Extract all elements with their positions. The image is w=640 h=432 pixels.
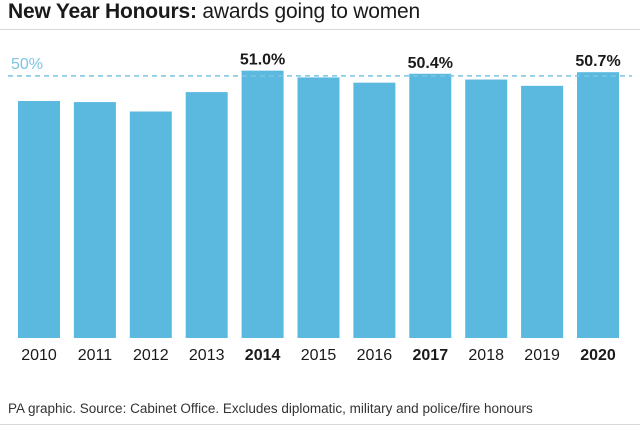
source-note: PA graphic. Source: Cabinet Office. Excl… [8,401,533,416]
bar-2012 [129,111,172,339]
x-tick-label-2014: 2014 [245,347,281,364]
x-tick-label-2011: 2011 [78,347,113,364]
x-tick-label-2012: 2012 [133,347,169,364]
chart-title-rest: awards going to women [196,0,421,23]
bar-2011 [73,102,116,338]
x-tick-label-2020: 2020 [580,347,616,364]
footer-divider [0,424,640,425]
title-divider [0,29,640,30]
x-tick-label-2013: 2013 [189,347,225,364]
data-label-2014: 51.0% [240,52,285,69]
data-label-2017: 50.4% [408,55,453,72]
bar-2017 [409,73,452,338]
bar-2014 [241,70,284,338]
chart-title: New Year Honours: awards going to women [8,0,420,24]
data-label-2020: 50.7% [575,53,620,70]
x-tick-label-2016: 2016 [357,347,393,364]
x-tick-label-2019: 2019 [524,347,560,364]
x-tick-label-2017: 2017 [413,347,449,364]
bar-2010 [18,101,60,338]
bar-chart: 50% 51.0% 50.4% 50.7% 2010 2011 2012 2013 2014… [8,52,632,364]
x-axis-tick-group: 2010 2011 2012 2013 2014 2015 2016 2017 2018 2019… [21,347,616,364]
bar-2019 [521,85,564,338]
chart-title-bold: New Year Honours: [8,0,197,23]
bar-group [18,70,619,339]
x-tick-label-2010: 2010 [21,347,57,364]
data-label-group: 51.0% 50.4% 50.7% [240,52,621,72]
bar-2018 [465,79,508,338]
bar-2020 [577,72,619,338]
bar-2015 [297,77,340,338]
bar-2016 [353,82,396,338]
reference-line-label: 50% [11,56,43,73]
x-tick-label-2018: 2018 [468,347,504,364]
bar-2013 [185,92,228,338]
x-tick-label-2015: 2015 [301,347,337,364]
reference-line-group: 50% [8,56,632,77]
